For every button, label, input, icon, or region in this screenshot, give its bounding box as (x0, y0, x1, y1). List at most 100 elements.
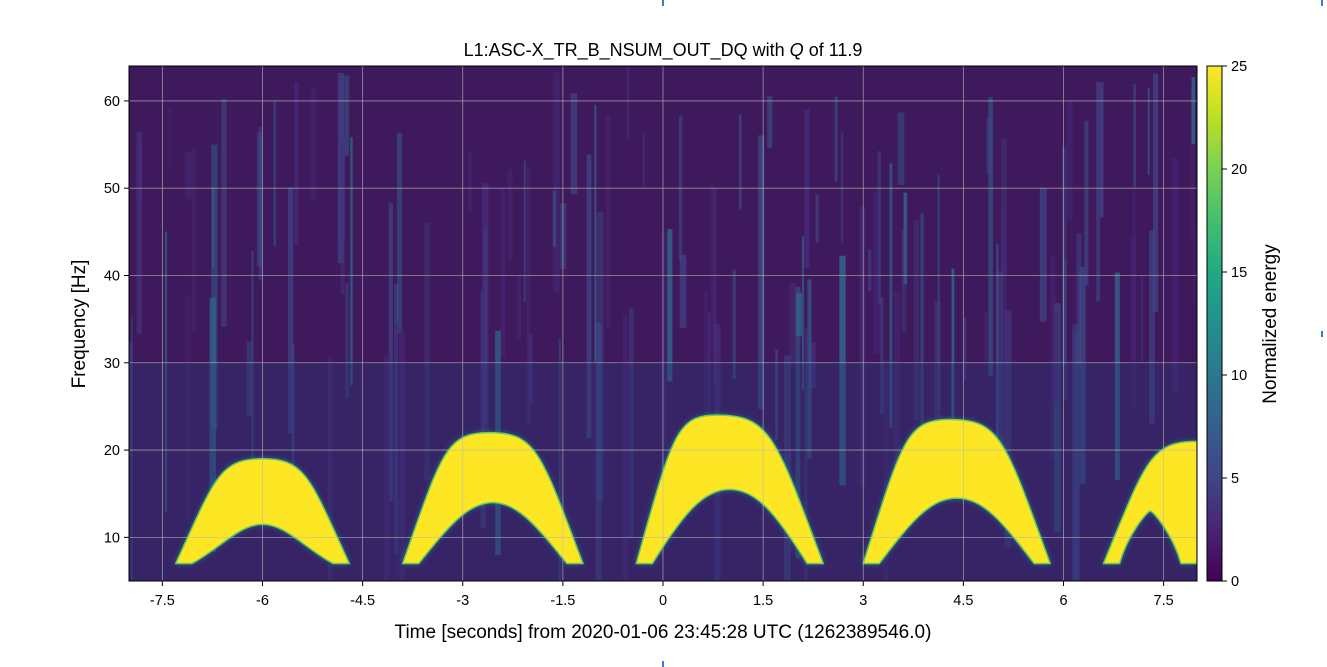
noise-streak (184, 296, 191, 519)
noise-streak (986, 117, 992, 175)
colorbar-tick-label: 10 (1231, 368, 1247, 384)
noise-streak (558, 338, 561, 581)
colorbar-tick-label: 5 (1231, 471, 1239, 487)
noise-streak (642, 134, 645, 189)
noise-streak (468, 153, 472, 212)
noise-streak (795, 286, 801, 559)
noise-streak (191, 148, 197, 334)
x-axis-label: Time [seconds] from 2020-01-06 23:45:28 … (395, 622, 932, 643)
edge-mark-bottom-center (662, 661, 664, 667)
noise-streak (775, 349, 778, 440)
noise-streak (1000, 206, 1007, 453)
noise-streak (628, 308, 634, 538)
noise-streak (1063, 259, 1067, 401)
noise-streak (1149, 230, 1155, 424)
noise-streak (221, 98, 227, 327)
colorbar-ticks: 0 5 10 15 20 25 (1222, 59, 1247, 590)
noise-streak (834, 96, 838, 182)
noise-streak (951, 268, 955, 473)
noise-streak (804, 109, 810, 269)
noise-streak (251, 251, 254, 486)
noise-streak (707, 311, 711, 465)
colorbar-tick-label: 20 (1231, 162, 1247, 178)
noise-streak (807, 279, 812, 459)
y-tick-label: 20 (104, 443, 120, 459)
noise-streak (586, 154, 592, 439)
x-tick-label: 6 (1059, 593, 1067, 609)
noise-streak (553, 72, 560, 293)
x-tick-label: 1.5 (753, 593, 773, 609)
noise-streak (168, 106, 171, 168)
noise-streak (294, 81, 299, 246)
y-axis-label: Frequency [Hz] (69, 260, 90, 389)
noise-streak (595, 322, 602, 581)
colorbar-label: Normalized energy (1260, 244, 1281, 404)
x-tick-label: -1.5 (550, 593, 575, 609)
noise-streak (963, 318, 967, 381)
noise-streak (784, 355, 791, 581)
noise-streak (789, 282, 796, 365)
noise-streak (311, 89, 317, 201)
x-tick-label: 0 (659, 593, 667, 609)
noise-streak (1114, 272, 1120, 480)
noise-streak (889, 163, 893, 428)
x-tick-label: -6 (256, 593, 269, 609)
noise-streak (594, 105, 597, 362)
y-tick-label: 10 (104, 530, 120, 546)
y-axis-ticks: 10 20 30 40 50 60 (104, 94, 129, 546)
noise-streak (507, 169, 513, 262)
y-tick-label: 50 (104, 181, 120, 197)
noise-streak (1133, 83, 1136, 188)
noise-streak (209, 297, 216, 552)
noise-streak (1131, 273, 1135, 352)
noise-streak (1191, 77, 1195, 144)
noise-streak (660, 233, 667, 474)
noise-streak (913, 220, 920, 421)
noise-streak (1053, 310, 1059, 404)
noise-streak (1050, 256, 1056, 462)
noise-streak (340, 138, 345, 295)
noise-streak (384, 354, 390, 581)
noise-streak (840, 132, 844, 244)
noise-streak (1084, 120, 1089, 286)
noise-streak (165, 231, 168, 513)
edge-mark-top-right (1321, 0, 1323, 6)
noise-streak (570, 93, 578, 195)
noise-streak (136, 131, 142, 334)
colorbar-tick-label: 15 (1231, 265, 1247, 281)
noise-streak (345, 282, 349, 399)
noise-streak (129, 342, 133, 458)
noise-streak (1054, 303, 1061, 533)
noise-streak (388, 202, 393, 502)
noise-streak (883, 360, 889, 581)
colorbar-tick-label: 25 (1231, 59, 1247, 75)
noise-streak (1062, 147, 1067, 366)
noise-streak (873, 192, 881, 353)
noise-streak (897, 112, 905, 185)
y-tick-label: 40 (104, 268, 120, 284)
energy-blob (635, 414, 825, 565)
noise-streak (500, 188, 506, 358)
grid-lines (129, 66, 1197, 581)
x-tick-label: -7.5 (150, 593, 175, 609)
y-tick-label: 60 (104, 94, 120, 110)
noise-streak (1147, 87, 1150, 175)
noise-streak (350, 137, 353, 385)
noise-streak (767, 96, 773, 148)
noise-streak (526, 166, 531, 425)
noise-streak (523, 160, 526, 302)
noise-streak (212, 188, 215, 268)
noise-streak (893, 291, 900, 509)
noise-streak (679, 254, 687, 328)
noise-streak (288, 187, 294, 434)
x-tick-label: 7.5 (1154, 593, 1174, 609)
noise-streak (258, 126, 262, 281)
energy-blob (401, 431, 584, 565)
noise-streak (996, 243, 999, 479)
noise-streak (738, 114, 742, 209)
noise-streak (1076, 233, 1082, 365)
noise-streak (877, 151, 882, 305)
noise-streak (1066, 100, 1073, 221)
noise-streak (1153, 73, 1159, 312)
